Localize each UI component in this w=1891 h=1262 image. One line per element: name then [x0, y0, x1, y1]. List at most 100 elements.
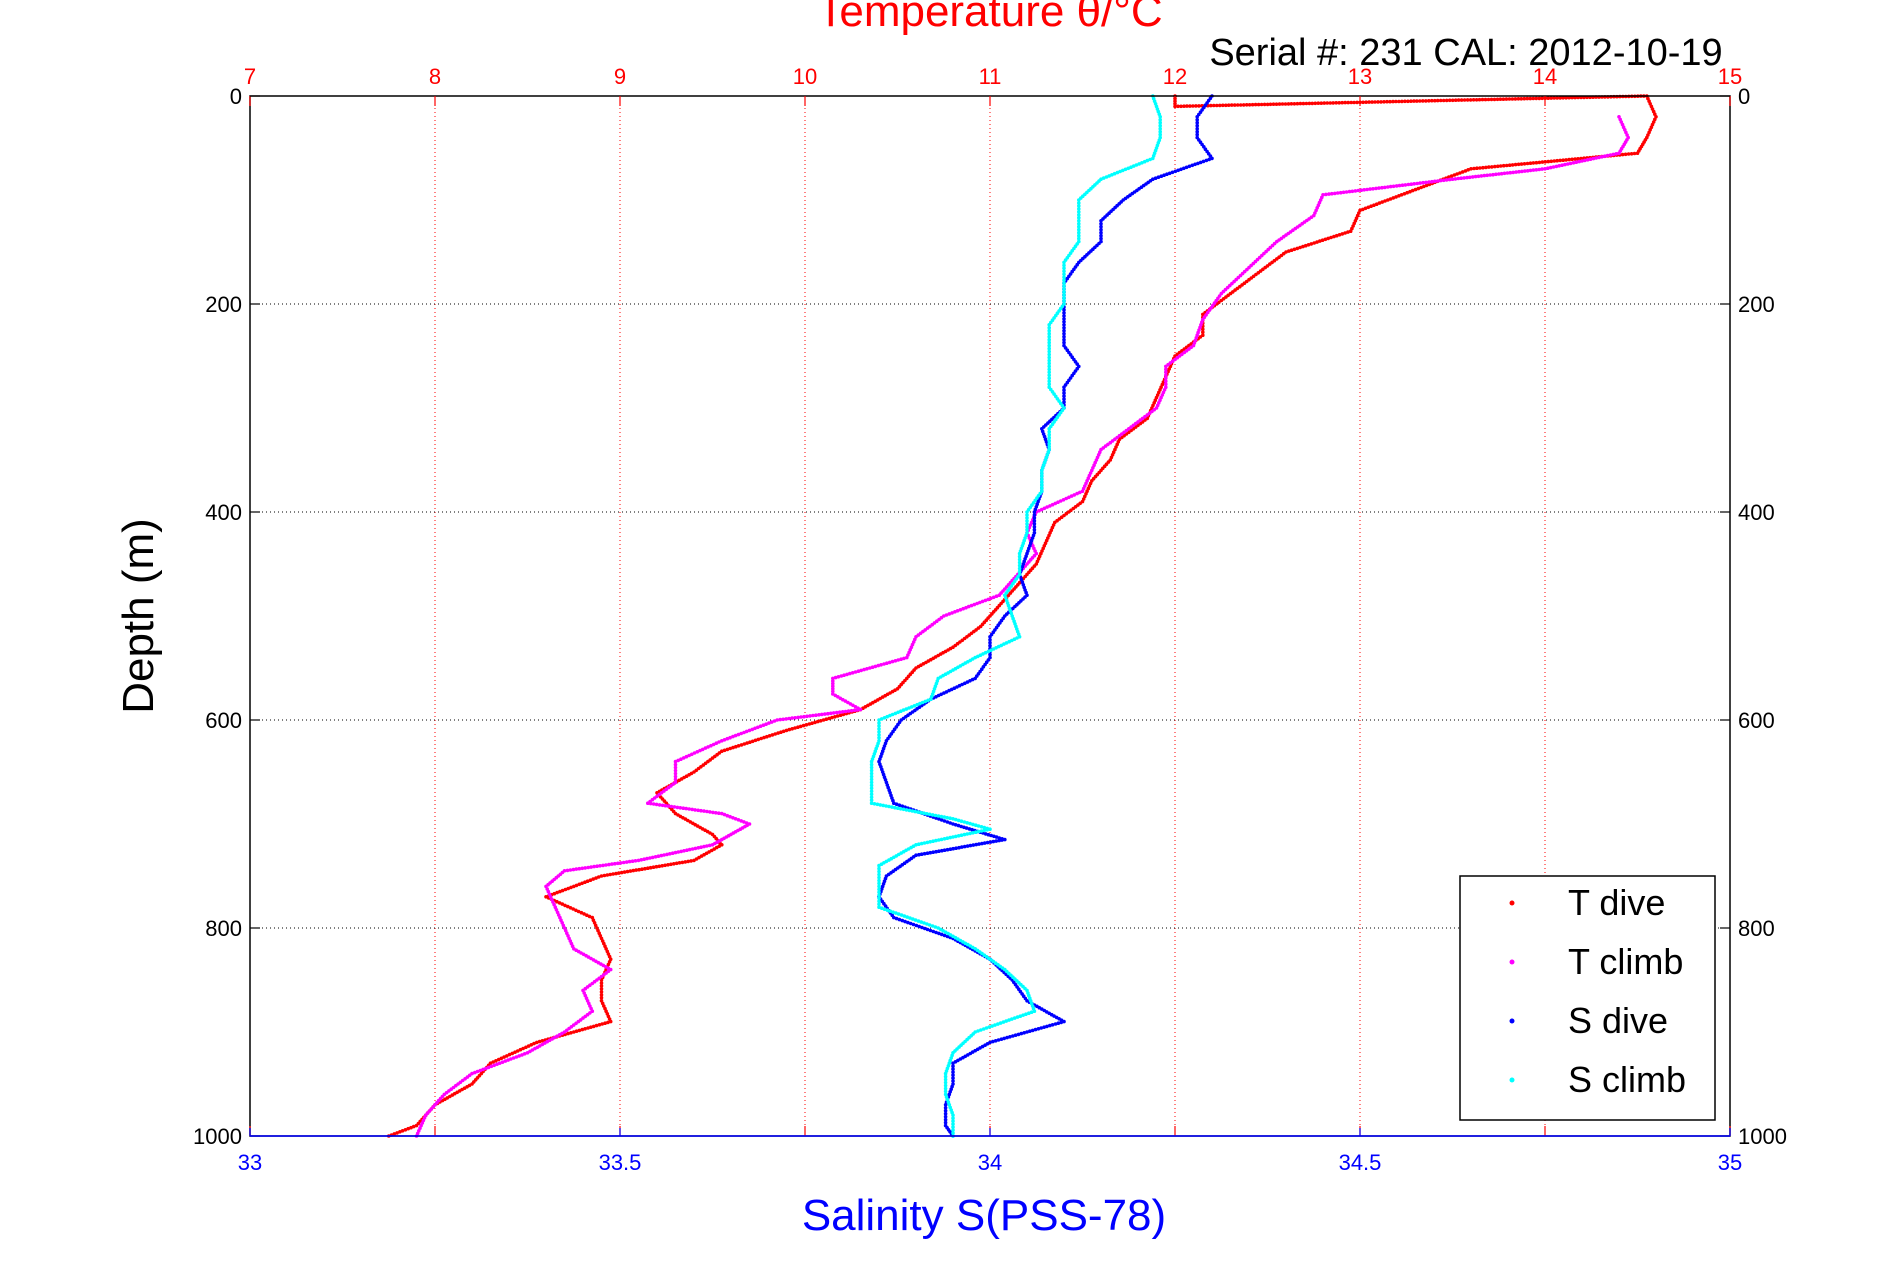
data-point: [951, 1064, 955, 1068]
data-point: [838, 713, 843, 717]
data-point: [945, 820, 950, 824]
data-point: [1077, 216, 1081, 220]
x-bottom-tick-label: 33: [238, 1150, 262, 1175]
data-point: [583, 866, 587, 870]
data-point: [1323, 237, 1328, 242]
data-point: [1540, 167, 1544, 171]
data-point: [651, 802, 656, 806]
data-point: [702, 809, 706, 813]
data-point: [679, 757, 683, 761]
data-point: [884, 804, 888, 808]
data-point: [1409, 182, 1414, 186]
data-point: [1452, 173, 1457, 177]
data-point: [1573, 157, 1577, 161]
data-point: [1037, 509, 1041, 513]
data-point: [808, 714, 812, 718]
data-point: [505, 1054, 509, 1058]
data-point: [756, 737, 761, 742]
data-point: [1629, 152, 1634, 156]
data-point: [823, 712, 827, 716]
data-point: [1201, 312, 1205, 317]
data-point: [699, 854, 704, 858]
data-point: [1474, 98, 1479, 102]
data-point: [799, 715, 803, 719]
data-point: [1025, 1030, 1029, 1034]
data-point: [887, 804, 891, 809]
data-point: [705, 844, 709, 848]
data-point: [1229, 103, 1234, 107]
data-point: [1062, 284, 1066, 289]
data-point: [1447, 98, 1452, 103]
data-point: [983, 832, 988, 836]
data-point: [1025, 525, 1029, 529]
data-point: [817, 713, 821, 717]
data-point: [745, 741, 749, 745]
data-point: [611, 872, 615, 876]
data-point: [1343, 231, 1347, 235]
data-point: [877, 863, 881, 868]
data-point: [1355, 100, 1359, 105]
data-point: [988, 827, 992, 831]
data-point: [700, 747, 705, 752]
data-point: [1489, 97, 1494, 102]
data-point: [951, 1061, 955, 1065]
data-point: [899, 913, 904, 917]
data-point: [1075, 491, 1079, 496]
data-point: [877, 902, 881, 906]
data-point: [988, 635, 992, 639]
data-point: [966, 604, 971, 609]
data-point: [1371, 187, 1375, 191]
data-point: [1159, 174, 1164, 178]
data-point: [492, 1063, 497, 1068]
data-point: [659, 853, 664, 858]
data-point: [1497, 172, 1501, 176]
data-point: [790, 727, 794, 731]
data-point: [1042, 1025, 1046, 1029]
data-point: [1194, 104, 1198, 108]
data-point: [1356, 188, 1361, 193]
data-point: [654, 802, 659, 807]
data-point: [631, 868, 636, 873]
data-point: [773, 732, 777, 736]
data-point: [1195, 132, 1199, 137]
data-point: [959, 819, 964, 823]
y-tick-label-right: 400: [1738, 500, 1775, 525]
data-point: [836, 675, 841, 679]
data-point: [893, 805, 897, 810]
data-point: [1253, 102, 1258, 107]
data-point: [585, 879, 590, 883]
data-point: [919, 920, 924, 924]
data-point: [663, 863, 667, 868]
data-point: [1341, 190, 1346, 195]
data-point: [1534, 96, 1539, 101]
data-point: [869, 777, 874, 782]
data-point: [537, 1039, 542, 1044]
data-point: [814, 713, 818, 717]
data-point: [1571, 161, 1576, 165]
data-point: [1062, 397, 1066, 401]
data-point: [506, 1058, 510, 1062]
data-point: [1039, 507, 1044, 512]
data-point: [1099, 219, 1103, 223]
data-point: [951, 1131, 955, 1135]
data-point: [731, 745, 735, 750]
data-point: [637, 867, 641, 872]
data-point: [937, 838, 941, 842]
data-point: [1444, 98, 1449, 103]
data-point: [1492, 97, 1497, 102]
data-point: [1040, 477, 1044, 482]
data-point: [1190, 163, 1195, 168]
data-point: [1462, 176, 1466, 180]
data-point: [736, 744, 741, 748]
data-point: [1062, 311, 1066, 315]
data-point: [906, 920, 910, 925]
data-point: [1235, 103, 1240, 107]
data-point: [807, 722, 812, 726]
data-point: [1004, 1019, 1008, 1023]
data-point: [1623, 152, 1628, 157]
data-point: [1485, 173, 1489, 178]
series-s-climb: [869, 94, 1162, 1138]
data-point: [987, 1025, 992, 1029]
data-point: [998, 1021, 1003, 1025]
data-point: [1062, 1019, 1066, 1024]
